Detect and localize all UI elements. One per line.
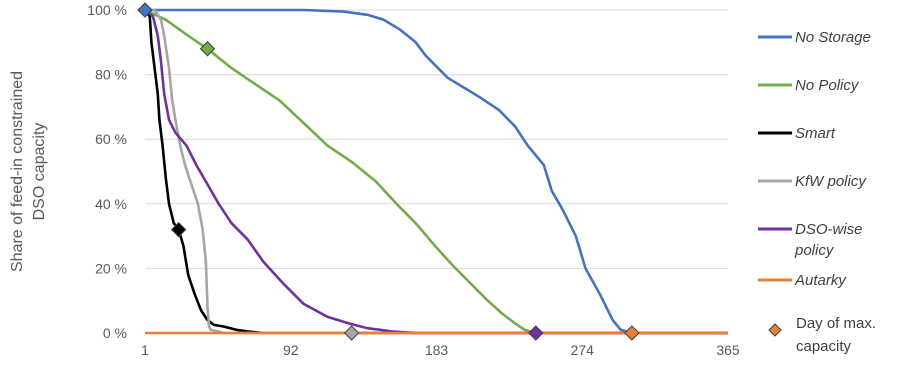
y-tick-label: 0 % xyxy=(103,325,127,341)
legend-label-dso-wise-policy: DSO-wise policy xyxy=(794,221,863,259)
y-axis-label: Share of feed-in constrained DSO capacity xyxy=(9,71,48,272)
series-line-smart xyxy=(143,9,728,335)
series-line-no-policy xyxy=(144,8,728,335)
y-tick-label: 80 % xyxy=(95,67,127,83)
series-line-dso-wise-policy xyxy=(144,8,728,335)
series-line-kfw-policy xyxy=(145,8,728,335)
legend-label-line: No Storage xyxy=(795,29,871,46)
legend-label-kfw-policy: KfW policy xyxy=(795,173,867,190)
max-capacity-marker-dso-wise-policy xyxy=(528,325,544,341)
y-axis-label-line: DSO capacity xyxy=(31,123,48,221)
max-capacity-marker-kfw-policy xyxy=(343,325,360,341)
max-capacity-marker-no-policy xyxy=(199,41,216,57)
y-tick-label: 40 % xyxy=(95,196,127,212)
legend-label-line: KfW policy xyxy=(795,173,867,190)
legend-label-line: capacity xyxy=(796,338,852,355)
x-tick-label: 274 xyxy=(571,342,595,358)
y-axis-label-line: Share of feed-in constrained xyxy=(9,71,26,272)
legend-label-line: No Policy xyxy=(795,77,860,94)
legend-label-line: Autarky xyxy=(794,272,847,289)
max-capacity-marker-no-storage xyxy=(137,2,153,18)
x-tick-label: 92 xyxy=(283,342,299,358)
legend-marker-icon xyxy=(768,323,782,337)
x-tick-label: 183 xyxy=(425,342,449,358)
y-tick-label: 20 % xyxy=(95,260,127,276)
legend-label-line: Smart xyxy=(795,125,836,142)
legend-label-line: Day of max. xyxy=(796,315,876,332)
y-tick-label: 60 % xyxy=(95,131,127,147)
legend-label-no-storage: No Storage xyxy=(795,29,871,46)
max-capacity-marker-smart xyxy=(170,221,187,238)
x-tick-label: 1 xyxy=(141,342,149,358)
max-capacity-marker-autarky xyxy=(624,325,640,341)
legend-label-autarky: Autarky xyxy=(794,272,847,289)
series-line-no-storage xyxy=(145,8,728,335)
y-tick-label: 100 % xyxy=(87,2,127,18)
legend-label-no-policy: No Policy xyxy=(795,77,860,94)
legend-label-smart: Smart xyxy=(795,125,836,142)
legend-label-line: DSO-wise xyxy=(795,221,863,238)
legend-label-day-of-max-capacity: Day of max. capacity xyxy=(796,315,876,355)
x-tick-label: 365 xyxy=(716,342,740,358)
legend-label-line: policy xyxy=(794,242,835,259)
